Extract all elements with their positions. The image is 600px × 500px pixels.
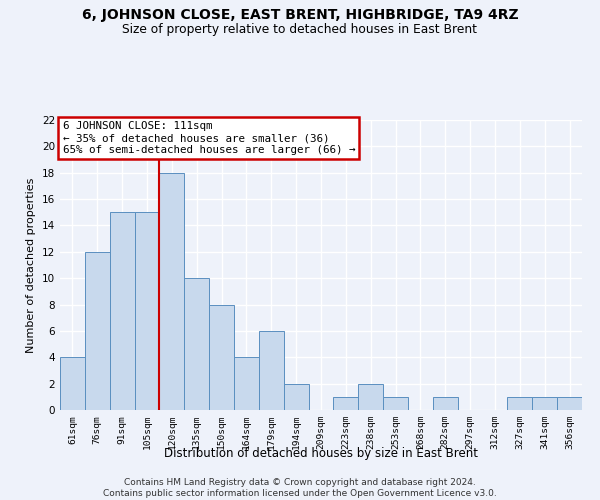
Bar	[184, 278, 209, 410]
Bar	[160, 172, 184, 410]
Bar	[234, 358, 259, 410]
Text: Size of property relative to detached houses in East Brent: Size of property relative to detached ho…	[122, 22, 478, 36]
Text: 6, JOHNSON CLOSE, EAST BRENT, HIGHBRIDGE, TA9 4RZ: 6, JOHNSON CLOSE, EAST BRENT, HIGHBRIDGE…	[82, 8, 518, 22]
Bar	[60, 358, 85, 410]
Bar	[383, 397, 408, 410]
Bar	[433, 397, 458, 410]
Bar	[284, 384, 308, 410]
Bar	[209, 304, 234, 410]
Bar	[358, 384, 383, 410]
Bar	[85, 252, 110, 410]
Text: Distribution of detached houses by size in East Brent: Distribution of detached houses by size …	[164, 448, 478, 460]
Bar	[334, 397, 358, 410]
Bar	[557, 397, 582, 410]
Text: 6 JOHNSON CLOSE: 111sqm
← 35% of detached houses are smaller (36)
65% of semi-de: 6 JOHNSON CLOSE: 111sqm ← 35% of detache…	[62, 122, 355, 154]
Bar	[532, 397, 557, 410]
Bar	[259, 331, 284, 410]
Bar	[134, 212, 160, 410]
Bar	[508, 397, 532, 410]
Bar	[110, 212, 134, 410]
Text: Contains HM Land Registry data © Crown copyright and database right 2024.
Contai: Contains HM Land Registry data © Crown c…	[103, 478, 497, 498]
Y-axis label: Number of detached properties: Number of detached properties	[26, 178, 37, 352]
